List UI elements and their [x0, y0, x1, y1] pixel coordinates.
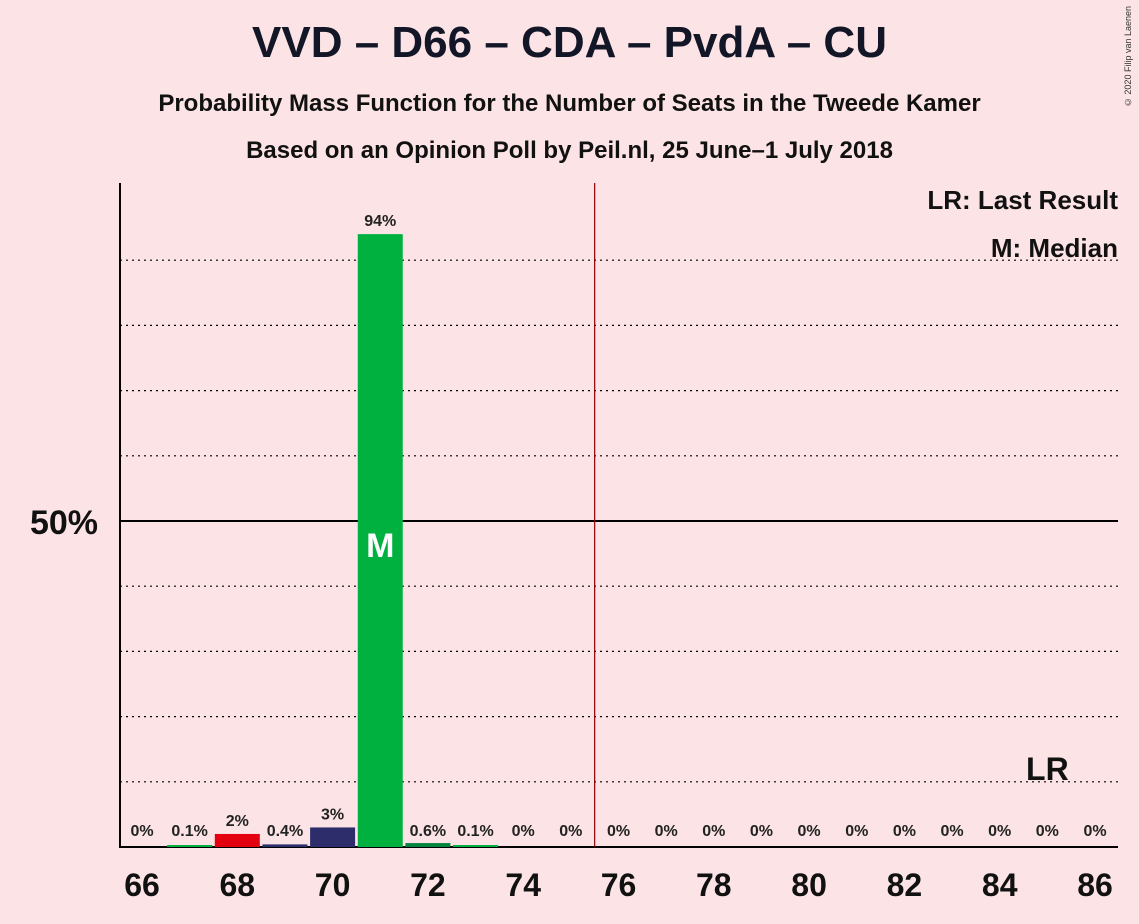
x-tick-label: 76 — [601, 867, 637, 903]
bar-value-label: 0% — [130, 823, 153, 840]
bar — [214, 833, 260, 847]
x-tick-label: 80 — [791, 867, 827, 903]
bar-value-label: 0% — [750, 823, 773, 840]
bar — [405, 843, 451, 847]
legend-last-result: LR: Last Result — [927, 185, 1118, 215]
bar-value-label: 0% — [607, 823, 630, 840]
bar-value-label: 0.4% — [267, 823, 303, 840]
median-marker: M — [366, 527, 394, 565]
bar-value-label: 2% — [226, 813, 249, 830]
bar-value-label: 0% — [559, 823, 582, 840]
x-tick-label: 74 — [505, 867, 541, 903]
bar-value-label: 0% — [512, 823, 535, 840]
bar-value-label: 0% — [940, 823, 963, 840]
x-tick-label: 70 — [315, 867, 351, 903]
bar-value-label: 0.1% — [457, 823, 493, 840]
x-tick-label: 82 — [887, 867, 923, 903]
bar-value-label: 0% — [798, 823, 821, 840]
bar-value-label: 0% — [702, 823, 725, 840]
bar-value-label: 0% — [1036, 823, 1059, 840]
bar — [453, 845, 499, 847]
x-tick-label: 66 — [124, 867, 160, 903]
bar — [167, 845, 213, 847]
chart-subtitle: Probability Mass Function for the Number… — [158, 90, 981, 117]
x-tick-label: 86 — [1077, 867, 1113, 903]
bar-value-label: 0% — [1083, 823, 1106, 840]
legend-median: M: Median — [991, 233, 1118, 263]
y-tick-label: 50% — [30, 504, 98, 542]
bar — [310, 827, 356, 847]
bar-value-label: 3% — [321, 806, 344, 823]
bar-value-label: 0% — [655, 823, 678, 840]
bar-value-label: 0% — [893, 823, 916, 840]
bar — [357, 234, 403, 847]
last-result-marker: LR — [1026, 751, 1069, 787]
x-tick-label: 84 — [982, 867, 1018, 903]
x-tick-label: 68 — [220, 867, 256, 903]
chart-title: VVD – D66 – CDA – PvdA – CU — [252, 18, 887, 67]
bar-value-label: 0.1% — [171, 823, 207, 840]
bar-value-label: 0% — [988, 823, 1011, 840]
bar-value-label: 0.6% — [410, 823, 446, 840]
chart-source: Based on an Opinion Poll by Peil.nl, 25 … — [246, 137, 893, 164]
x-tick-label: 78 — [696, 867, 732, 903]
bar-value-label: 94% — [364, 213, 396, 230]
x-tick-label: 72 — [410, 867, 446, 903]
bar — [262, 844, 308, 847]
bar-value-label: 0% — [845, 823, 868, 840]
